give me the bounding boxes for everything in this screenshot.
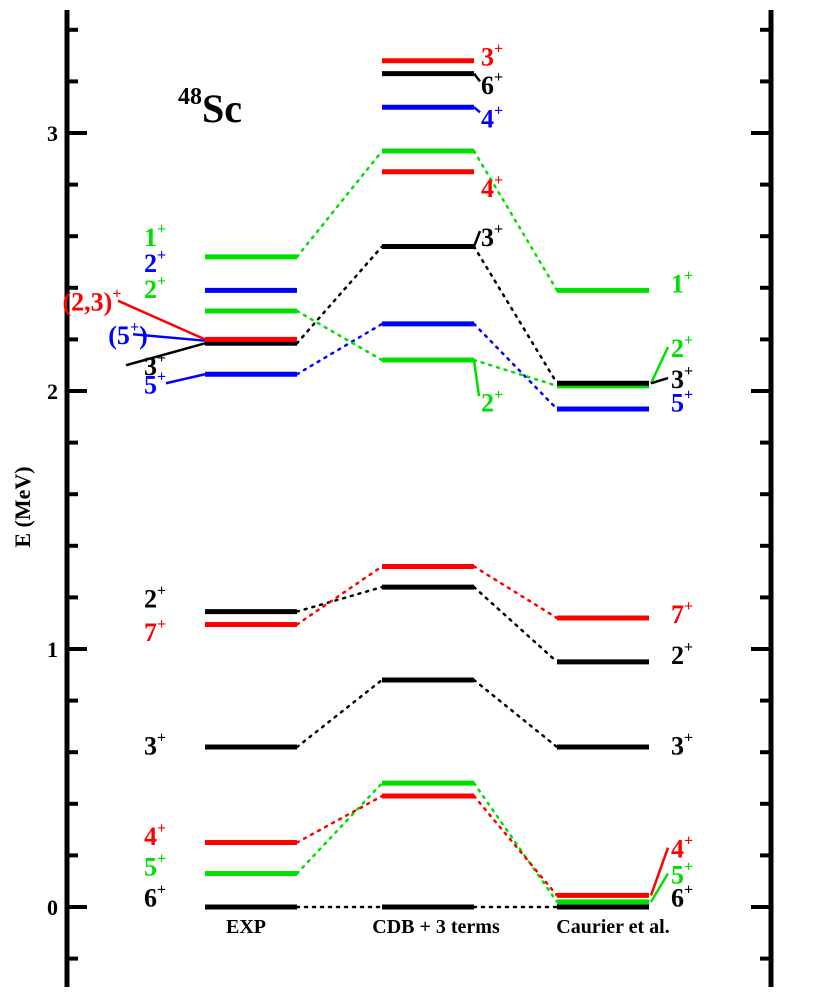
spin-label-caurier-et-al-9: 1+ [671,268,693,299]
connector-left-1 [295,781,384,875]
spin-label-exp-7: 3+ [144,350,166,381]
spin-label-cdb-3-terms-4: 6+ [481,69,503,100]
leader-line-11 [649,872,670,903]
leader-line-9 [650,376,669,385]
connector-left-9 [295,149,384,259]
spin-label-caurier-et-al-2: 4+ [671,833,693,864]
spin-labels: 6+5+4+3+7+2+5+3+(5+)(2,3)+ 2+2+1+2+3+4+4+… [63,41,694,913]
connector-left-8 [295,309,384,362]
spin-label-exp-5: 2+ [144,582,166,613]
leader-line-2 [125,342,206,367]
spin-label-exp-10: 2+ [144,273,166,304]
nucleus-title: 48Sc [178,84,242,131]
spin-label-cdb-3-terms-5: 3+ [481,41,503,72]
leader-line-6 [473,72,481,83]
spin-label-exp-4: 7+ [144,616,166,647]
spin-label-exp-3: 3+ [144,729,166,760]
spin-label-exp-6: 5+ [144,368,166,399]
connector-right-1 [472,781,559,904]
connector-right-5 [472,565,559,620]
connector-left-6 [295,322,384,376]
leader-line-1 [132,332,206,342]
spin-label-caurier-et-al-7: 3+ [671,363,693,394]
level-connectors [295,149,559,909]
connector-right-6 [472,322,559,411]
y-tick-label-1: 1 [47,637,58,662]
connector-left-7 [295,245,384,345]
connector-right-3 [472,678,559,749]
spin-label-exp-1: 5+ [144,851,166,882]
leader-line-4 [472,359,481,397]
spin-label-cdb-3-terms-0: 2+ [481,386,503,417]
connector-left-3 [295,678,384,749]
label-leader-lines [117,72,670,903]
connector-left-5 [295,565,384,626]
spin-label-caurier-et-al-5: 7+ [671,598,693,629]
spin-label-cdb-3-terms-1: 3+ [481,221,503,252]
leader-line-5 [472,230,482,247]
leader-line-7 [473,106,481,114]
spin-label-exp-0: 6+ [144,882,166,913]
spin-label-exp-9: (2,3)+ [63,286,122,317]
spin-label-caurier-et-al-3: 3+ [671,729,693,760]
connector-left-4 [295,585,384,613]
spin-label-caurier-et-al-4: 2+ [671,639,693,670]
column-label-exp: EXP [226,916,266,938]
spin-label-exp-12: 1+ [144,221,166,252]
connector-right-4 [472,585,559,664]
nucleus-symbol: Sc [202,86,242,131]
leader-line-0 [117,299,206,341]
connector-right-2 [472,794,559,897]
axis-ticks: 0 1 2 3 [47,27,771,961]
column-label-caurier: Caurier et al. [556,916,670,938]
spin-label-exp-2: 4+ [144,820,166,851]
connector-right-7 [472,245,559,385]
spin-label-exp-8: (5+) [108,319,147,350]
y-axis-label: E (MeV) [10,466,35,547]
nucleus-mass-number: 48 [178,84,202,110]
spin-label-caurier-et-al-0: 6+ [671,882,693,913]
spin-label-exp-11: 2+ [144,247,166,278]
spin-label-caurier-et-al-8: 2+ [671,332,693,363]
y-tick-label-3: 3 [47,121,58,146]
connector-left-2 [295,794,384,844]
y-tick-label-2: 2 [47,379,58,404]
energy-levels [205,58,649,910]
spin-label-caurier-et-al-6: 5+ [671,386,693,417]
column-label-cdb: CDB + 3 terms [372,916,500,938]
connector-right-9 [472,149,559,292]
spin-label-cdb-3-terms-3: 4+ [481,103,503,134]
leader-line-8 [649,346,670,384]
plot-frame [64,10,774,987]
spin-label-cdb-3-terms-2: 4+ [481,172,503,203]
leader-line-3 [165,373,206,385]
connector-right-8 [472,358,559,388]
spin-label-caurier-et-al-1: 5+ [671,858,693,889]
leader-line-10 [649,847,670,896]
y-tick-label-0: 0 [47,895,58,920]
